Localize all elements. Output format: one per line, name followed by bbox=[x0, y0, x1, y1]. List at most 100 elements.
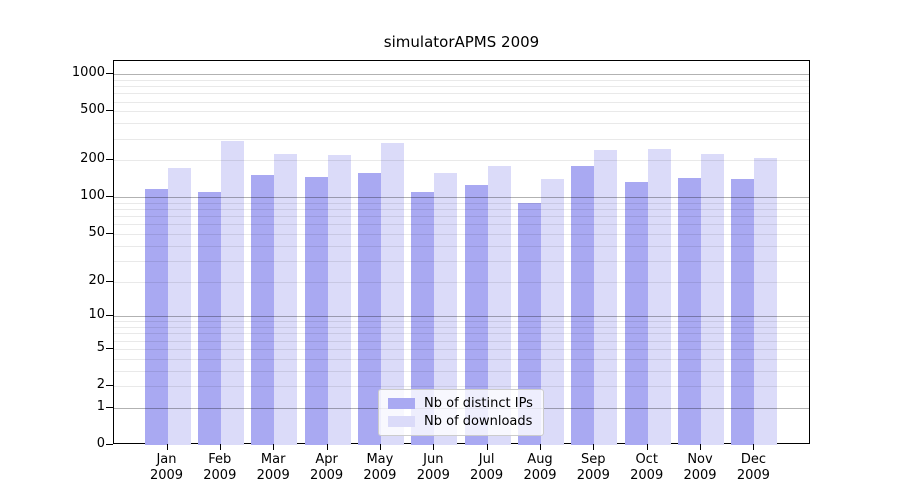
x-tick bbox=[593, 444, 595, 450]
bar-downloads bbox=[380, 142, 404, 445]
x-tick bbox=[166, 444, 168, 450]
y-tick bbox=[106, 385, 113, 386]
minor-gridline bbox=[114, 86, 809, 88]
minor-gridline bbox=[114, 321, 809, 323]
x-tick-label-line: 2009 bbox=[256, 468, 290, 483]
bar-downloads bbox=[540, 178, 564, 445]
minor-gridline bbox=[114, 260, 809, 262]
x-tick-label-line: 2009 bbox=[363, 468, 397, 483]
y-tick-label: 50 bbox=[88, 225, 105, 240]
x-tick-label: Feb 2009 bbox=[189, 452, 251, 484]
grid-layer bbox=[114, 61, 809, 443]
bar-distinct-ips bbox=[197, 191, 221, 445]
bars-layer bbox=[114, 61, 809, 445]
y-tick-label: 10 bbox=[88, 307, 105, 323]
minor-gridline bbox=[114, 101, 809, 103]
bar-downloads bbox=[274, 154, 298, 445]
y-tick bbox=[106, 110, 113, 112]
minor-gridline bbox=[114, 245, 809, 247]
x-tick-label-line: Jun bbox=[423, 452, 444, 467]
bar-distinct-ips bbox=[517, 202, 541, 445]
legend-label-distinct-ips: Nb of distinct IPs bbox=[424, 396, 533, 411]
major-gridline bbox=[114, 316, 809, 318]
bar-downloads bbox=[701, 154, 724, 445]
y-tick-label: 500 bbox=[80, 102, 105, 118]
minor-gridline bbox=[114, 79, 809, 81]
x-tick bbox=[273, 444, 275, 450]
x-tick-label: May 2009 bbox=[349, 452, 411, 484]
y-tick-label: 20 bbox=[88, 272, 105, 288]
minor-gridline bbox=[114, 160, 809, 162]
bar-distinct-ips bbox=[144, 189, 168, 445]
minor-gridline bbox=[114, 93, 809, 95]
bar-distinct-ips bbox=[678, 178, 701, 445]
y-tick bbox=[106, 233, 113, 234]
y-tick bbox=[106, 315, 113, 317]
minor-gridline bbox=[114, 111, 809, 113]
x-tick bbox=[753, 444, 755, 450]
x-tick bbox=[379, 444, 381, 450]
bar-distinct-ips bbox=[731, 178, 755, 445]
y-tick-label: 2 bbox=[96, 377, 105, 392]
x-tick-label-line: 2009 bbox=[630, 468, 664, 483]
x-tick-label: Apr 2009 bbox=[296, 452, 358, 484]
bar-downloads bbox=[220, 141, 244, 445]
minor-gridline bbox=[114, 234, 809, 235]
x-tick-label-line: Aug bbox=[527, 452, 553, 467]
x-tick-label: Oct 2009 bbox=[616, 452, 678, 484]
x-tick-label-line: Sep bbox=[581, 452, 606, 467]
legend-swatch-downloads-icon bbox=[388, 416, 415, 427]
x-tick-label: Jan 2009 bbox=[136, 452, 198, 484]
x-tick-label-line: Nov bbox=[687, 452, 713, 467]
x-tick-label-line: Feb bbox=[208, 452, 232, 467]
minor-gridline bbox=[114, 348, 809, 350]
bar-distinct-ips bbox=[411, 191, 435, 445]
minor-gridline bbox=[114, 333, 809, 335]
minor-gridline bbox=[114, 386, 809, 387]
bar-downloads bbox=[647, 149, 671, 445]
y-tick bbox=[106, 196, 113, 198]
x-tick-label: Aug 2009 bbox=[509, 452, 571, 484]
bar-distinct-ips bbox=[251, 175, 275, 445]
minor-gridline bbox=[114, 327, 809, 329]
bar-downloads bbox=[434, 172, 458, 445]
bar-downloads bbox=[487, 166, 511, 445]
x-tick bbox=[433, 444, 435, 450]
x-tick-label: Nov 2009 bbox=[669, 452, 731, 484]
bar-distinct-ips bbox=[357, 172, 381, 445]
x-tick bbox=[700, 444, 701, 450]
x-tick-label-line: 2009 bbox=[203, 468, 237, 483]
x-tick-label-line: 2009 bbox=[523, 468, 557, 483]
x-tick-label-line: Apr bbox=[315, 452, 338, 467]
x-tick-label-line: May bbox=[366, 452, 394, 467]
x-tick-label: Sep 2009 bbox=[562, 452, 624, 484]
x-tick bbox=[219, 444, 221, 450]
bar-distinct-ips bbox=[304, 176, 328, 445]
x-tick-label-line: 2009 bbox=[683, 468, 717, 483]
x-tick-label: Mar 2009 bbox=[242, 452, 304, 484]
minor-gridline bbox=[114, 209, 809, 211]
major-gridline bbox=[114, 74, 809, 76]
legend-swatch-distinct-ips-icon bbox=[388, 398, 415, 409]
bar-downloads bbox=[327, 155, 351, 445]
plot-area: Nb of distinct IPs Nb of downloads bbox=[113, 60, 810, 445]
bar-downloads bbox=[167, 167, 191, 445]
x-tick bbox=[326, 444, 328, 450]
bar-downloads bbox=[754, 157, 778, 445]
bar-distinct-ips bbox=[571, 166, 595, 445]
y-tick bbox=[106, 280, 113, 282]
bar-distinct-ips bbox=[464, 185, 488, 445]
x-tick-label-line: 2009 bbox=[416, 468, 450, 483]
y-tick-label: 5 bbox=[96, 339, 105, 355]
y-tick bbox=[106, 406, 113, 408]
legend-item-downloads: Nb of downloads bbox=[388, 414, 533, 429]
x-tick-label: Jul 2009 bbox=[456, 452, 518, 484]
x-tick bbox=[646, 444, 648, 450]
x-tick-label-line: Oct bbox=[635, 452, 658, 467]
y-tick bbox=[106, 73, 113, 75]
minor-gridline bbox=[114, 370, 809, 372]
minor-gridline bbox=[114, 281, 809, 283]
y-tick-label: 1 bbox=[96, 398, 105, 414]
minor-gridline bbox=[114, 224, 809, 226]
